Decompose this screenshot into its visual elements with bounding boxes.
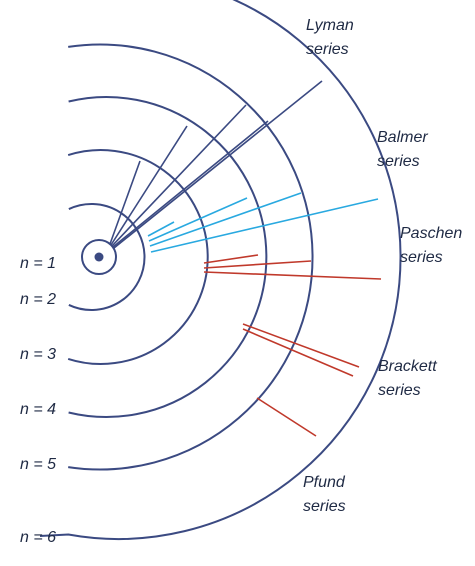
orbit-n4	[68, 96, 268, 418]
series-label-brackett: Brackett series	[378, 358, 441, 399]
series-label-paschen: Paschen series	[400, 225, 467, 266]
orbit-n2	[68, 203, 146, 311]
series-label-paschen-line2: series	[400, 249, 443, 266]
level-label-n6: n = 6	[20, 529, 56, 546]
paschen-line-n4	[203, 254, 259, 264]
series-label-balmer-line1: Balmer	[377, 129, 428, 146]
level-label-n3: n = 3	[20, 346, 56, 363]
series-label-pfund-line2: series	[303, 498, 346, 515]
series-label-balmer: Balmer series	[377, 129, 432, 170]
orbits-group	[39, 0, 402, 540]
balmer-line-n4	[148, 197, 248, 242]
balmer-line-n5	[149, 192, 302, 247]
balmer-lines	[147, 192, 379, 253]
paschen-lines	[203, 254, 382, 280]
series-label-pfund: Pfund series	[303, 474, 349, 515]
series-label-pfund-line1: Pfund	[303, 474, 346, 491]
pfund-line-n6	[256, 397, 317, 437]
orbit-n6	[39, 0, 402, 540]
orbit-n5	[68, 43, 314, 471]
series-label-brackett-line2: series	[378, 382, 421, 399]
lyman-lines	[109, 80, 323, 249]
series-labels: Lyman series Balmer series Paschen serie…	[303, 17, 467, 515]
series-label-paschen-line1: Paschen	[400, 225, 462, 242]
series-label-brackett-line1: Brackett	[378, 358, 437, 375]
level-label-n1: n = 1	[20, 255, 56, 272]
paschen-line-n5	[203, 260, 312, 269]
brackett-lines	[242, 323, 360, 377]
orbit-n3	[67, 149, 209, 365]
series-label-lyman-line1: Lyman	[306, 17, 354, 34]
level-label-n5: n = 5	[20, 456, 56, 473]
series-label-balmer-line2: series	[377, 153, 420, 170]
level-label-n2: n = 2	[20, 291, 56, 308]
orbit-n1	[81, 239, 117, 275]
lyman-line-n5	[112, 120, 269, 248]
level-labels: n = 1 n = 2 n = 3 n = 4 n = 5 n = 6	[20, 255, 56, 546]
pfund-lines	[256, 397, 317, 437]
series-label-lyman: Lyman series	[306, 17, 358, 58]
lyman-line-n6	[113, 80, 323, 249]
level-label-n4: n = 4	[20, 401, 56, 418]
lyman-line-n2	[109, 160, 141, 245]
balmer-line-n6	[150, 198, 379, 253]
balmer-line-n3	[147, 221, 175, 237]
series-label-lyman-line2: series	[306, 41, 349, 58]
lyman-line-n3	[110, 125, 188, 246]
nucleus	[94, 252, 104, 262]
lyman-line-n4	[111, 104, 247, 247]
paschen-line-n6	[203, 271, 382, 280]
brackett-line-n5	[242, 323, 360, 368]
brackett-line-n6	[242, 328, 354, 377]
